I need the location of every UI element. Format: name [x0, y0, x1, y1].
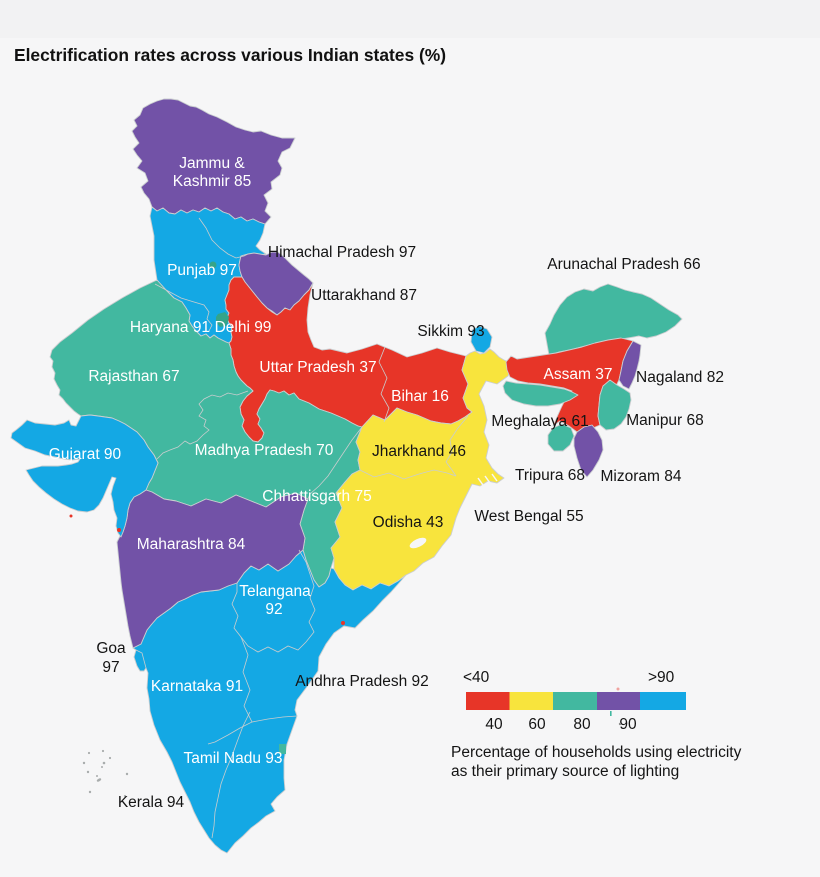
svg-text:Rajasthan 67: Rajasthan 67	[88, 368, 179, 385]
svg-text:Tamil Nadu 93: Tamil Nadu 93	[183, 750, 282, 767]
svg-text:Madhya Pradesh 70: Madhya Pradesh 70	[195, 442, 334, 459]
svg-text:Gujarat 90: Gujarat 90	[49, 446, 122, 463]
svg-text:Assam 37: Assam 37	[544, 366, 613, 383]
svg-text:Tripura 68: Tripura 68	[515, 467, 585, 484]
svg-text:60: 60	[528, 716, 546, 733]
svg-text:Electrification rates across v: Electrification rates across various Ind…	[14, 45, 446, 65]
svg-text:<40: <40	[463, 669, 490, 686]
svg-text:40: 40	[485, 716, 503, 733]
svg-text:Kerala 94: Kerala 94	[118, 794, 185, 811]
svg-text:Himachal Pradesh 97: Himachal Pradesh 97	[268, 244, 416, 261]
svg-text:as their primary source of lig: as their primary source of lighting	[451, 763, 679, 780]
svg-text:Delhi 99: Delhi 99	[215, 319, 272, 336]
svg-text:>90: >90	[648, 669, 675, 686]
svg-text:Chhattisgarh 75: Chhattisgarh 75	[262, 488, 371, 505]
svg-text:Jharkhand 46: Jharkhand 46	[372, 443, 466, 460]
svg-text:Jammu &: Jammu &	[179, 155, 245, 172]
svg-text:Kashmir 85: Kashmir 85	[173, 173, 251, 190]
svg-text:80: 80	[573, 716, 591, 733]
svg-text:Goa: Goa	[96, 640, 126, 657]
svg-text:Percentage of households using: Percentage of households using electrici…	[451, 744, 742, 761]
svg-text:Manipur 68: Manipur 68	[626, 412, 704, 429]
svg-text:Uttarakhand 87: Uttarakhand 87	[311, 287, 417, 304]
svg-text:Meghalaya 61: Meghalaya 61	[491, 413, 588, 430]
svg-text:Bihar 16: Bihar 16	[391, 388, 449, 405]
svg-text:Andhra Pradesh 92: Andhra Pradesh 92	[295, 673, 429, 690]
svg-text:97: 97	[102, 659, 119, 676]
svg-text:Odisha 43: Odisha 43	[373, 514, 444, 531]
svg-text:Sikkim 93: Sikkim 93	[417, 323, 484, 340]
svg-text:Mizoram 84: Mizoram 84	[601, 468, 682, 485]
svg-text:Telangana: Telangana	[239, 583, 311, 600]
svg-text:Maharashtra 84: Maharashtra 84	[137, 536, 246, 553]
svg-text:90: 90	[619, 716, 637, 733]
svg-text:Karnataka 91: Karnataka 91	[151, 678, 243, 695]
svg-text:Haryana 91: Haryana 91	[130, 319, 210, 336]
svg-text:Nagaland 82: Nagaland 82	[636, 369, 724, 386]
svg-text:Arunachal Pradesh 66: Arunachal Pradesh 66	[547, 256, 700, 273]
svg-text:Uttar Pradesh 37: Uttar Pradesh 37	[259, 359, 376, 376]
svg-text:92: 92	[265, 601, 282, 618]
svg-text:Punjab 97: Punjab 97	[167, 262, 237, 279]
svg-text:West Bengal 55: West Bengal 55	[474, 508, 583, 525]
